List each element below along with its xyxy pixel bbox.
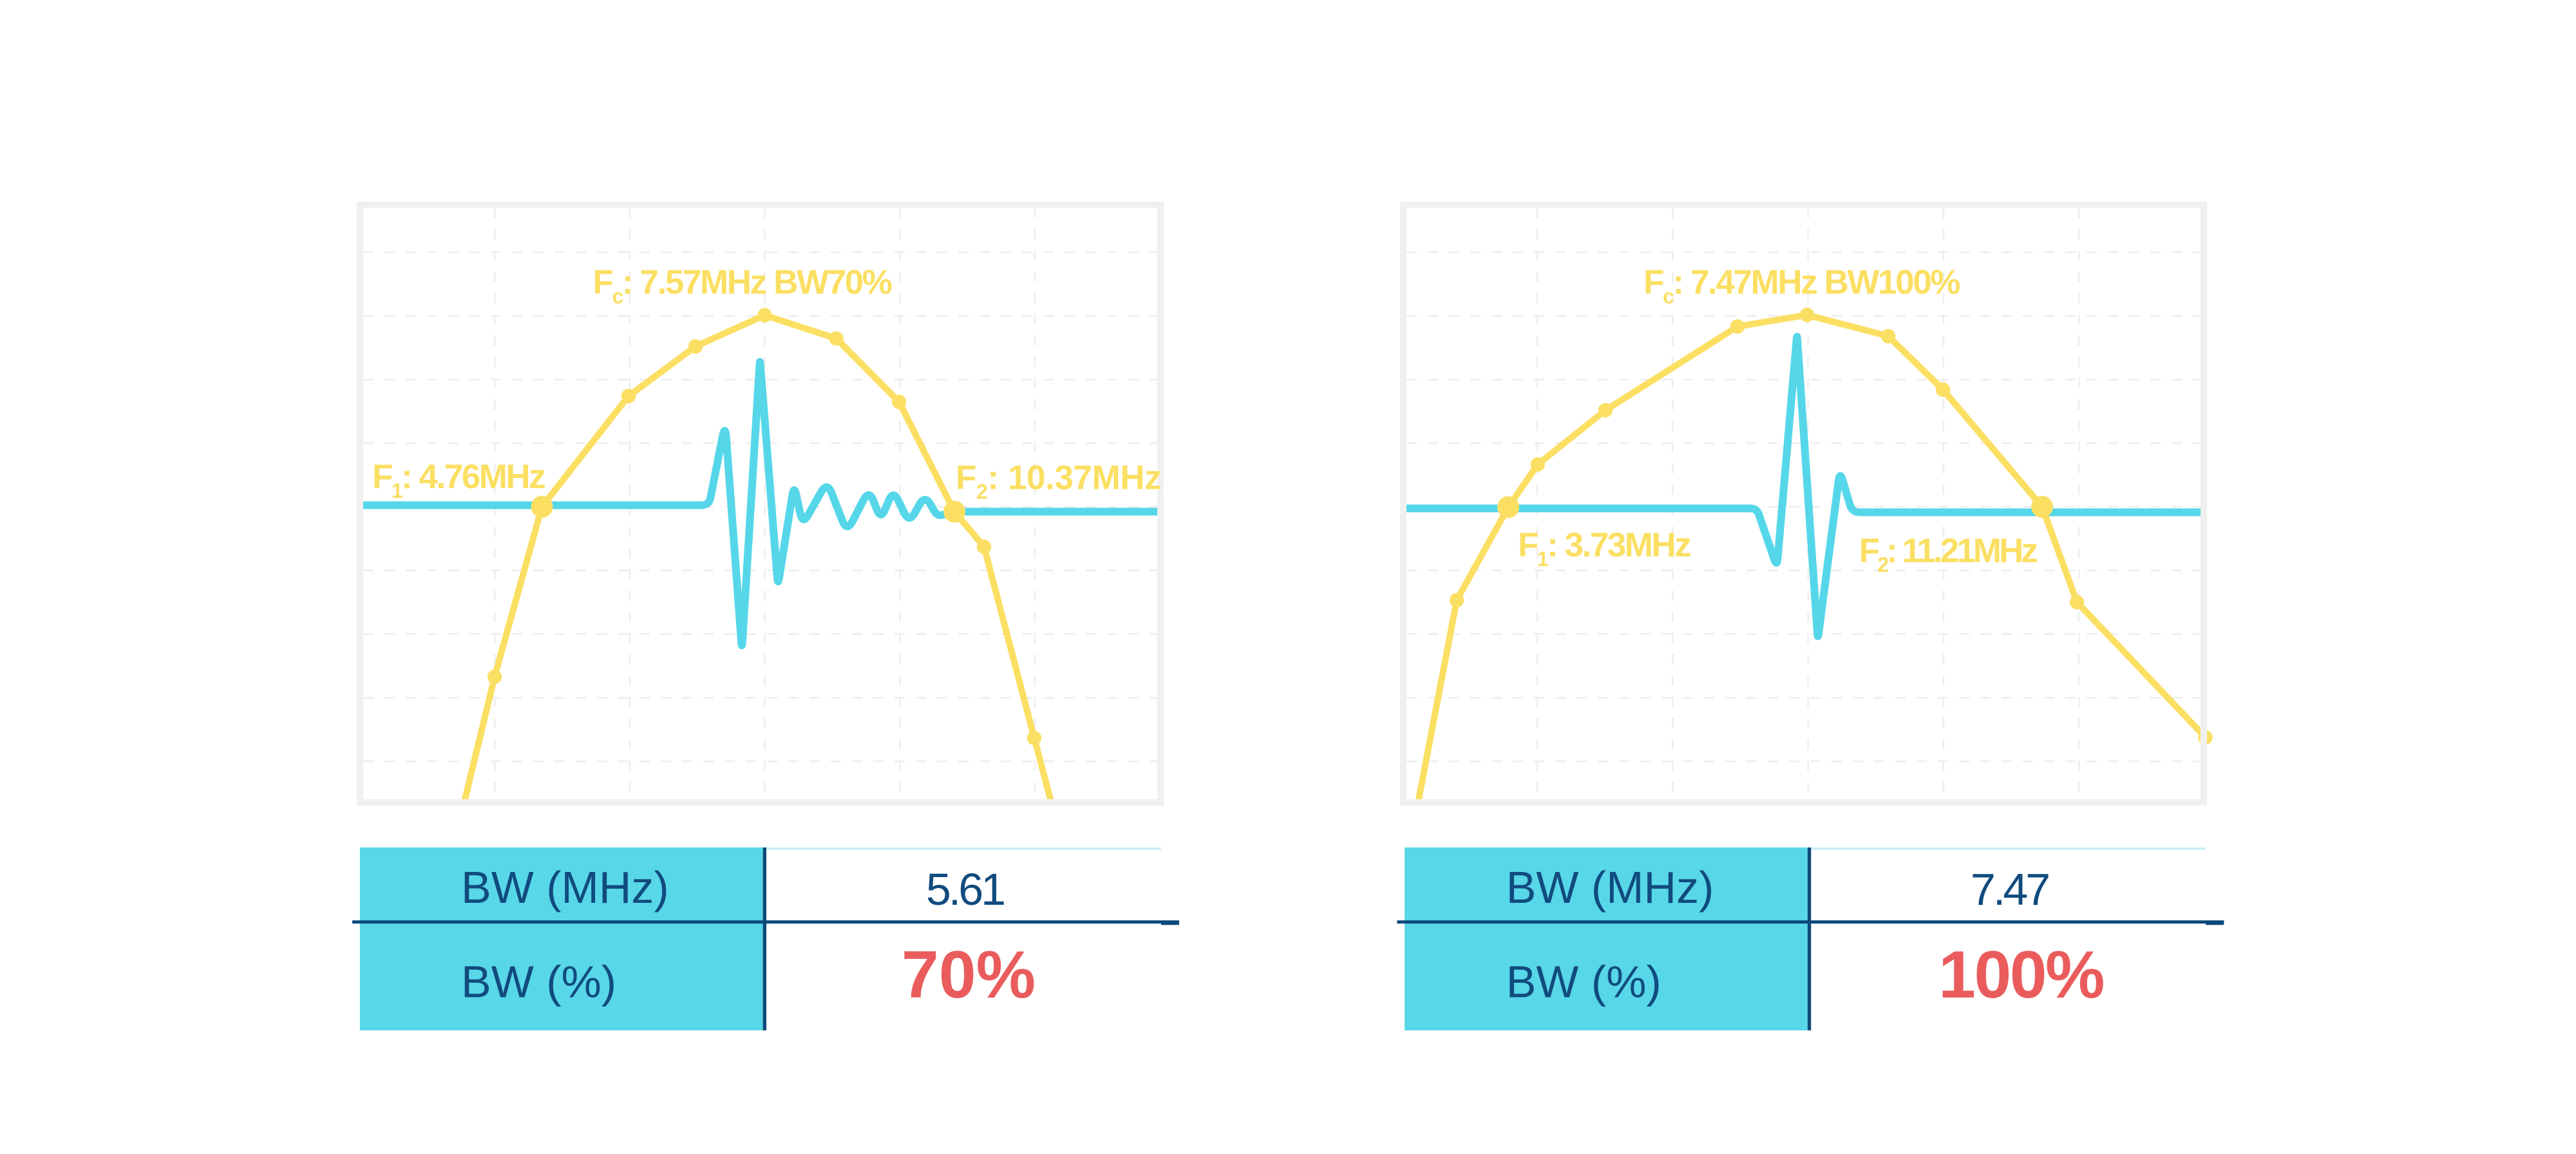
- svg-text:F1: 3.73MHz: F1: 3.73MHz: [1518, 526, 1690, 571]
- svg-text:F1: 4.76MHz: F1: 4.76MHz: [372, 458, 545, 502]
- svg-text:70%: 70%: [902, 938, 1036, 1012]
- svg-text:7.47: 7.47: [1971, 864, 2049, 914]
- svg-text:Fc: 7.57MHz BW70%: Fc: 7.57MHz BW70%: [593, 263, 892, 308]
- svg-text:F2: 10.37MHz: F2: 10.37MHz: [956, 459, 1161, 504]
- svg-text:5.61: 5.61: [926, 864, 1004, 914]
- svg-text:BW (MHz): BW (MHz): [461, 862, 669, 913]
- svg-text:Fc: 7.47MHz BW100%: Fc: 7.47MHz BW100%: [1643, 263, 1960, 308]
- svg-text:100%: 100%: [1938, 938, 2103, 1012]
- svg-text:BW (%): BW (%): [461, 957, 616, 1007]
- svg-text:BW (%): BW (%): [1506, 957, 1662, 1007]
- svg-text:F2: 11.21MHz: F2: 11.21MHz: [1859, 532, 2038, 576]
- svg-text:BW (MHz): BW (MHz): [1506, 862, 1714, 913]
